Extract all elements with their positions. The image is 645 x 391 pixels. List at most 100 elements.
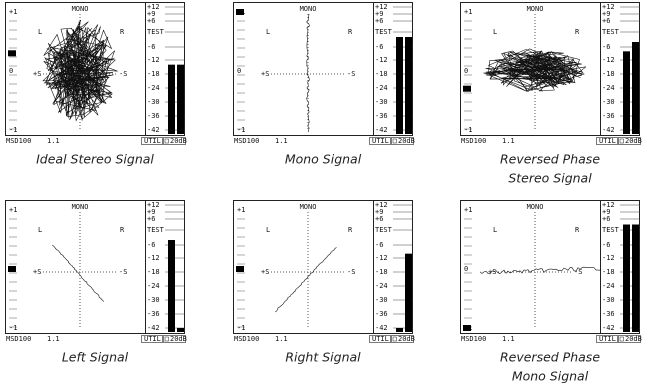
util: UTIL — [372, 335, 389, 343]
mono-label: MONO — [527, 203, 544, 211]
corr-tick-label: 0 — [237, 67, 241, 75]
meter-tick-label: -30 — [147, 98, 160, 106]
screen — [461, 201, 601, 334]
minus-s: -S — [119, 70, 127, 78]
correlation-marker — [236, 266, 244, 272]
version: 1.1 — [275, 137, 288, 145]
level-bar — [177, 65, 184, 134]
util: UTIL — [144, 137, 161, 145]
level-bar — [623, 225, 630, 333]
version: 1.1 — [47, 137, 60, 145]
minus-s: -S — [574, 268, 582, 276]
caption: Mono Signal — [512, 369, 589, 384]
panel: MONOLR+S-S+10-1+12+9+6TEST-6-12-18-24-30… — [234, 201, 415, 365]
caption: Reversed Phase — [500, 152, 600, 167]
meter-tick-label: -6 — [375, 241, 383, 249]
panel: MONOLR+S-S+10-1+12+9+6TEST-6-12-18-24-30… — [6, 201, 187, 365]
l-label: L — [266, 28, 270, 36]
version: 1.1 — [502, 137, 515, 145]
meter-tick-label: -18 — [375, 268, 388, 276]
meter-tick-label: -36 — [602, 112, 615, 120]
meter-tick-label: -6 — [375, 43, 383, 51]
panel: MONOLR+S-S+10-1+12+9+6TEST-6-12-18-24-30… — [461, 201, 642, 384]
util: UTIL — [144, 335, 161, 343]
l-label: L — [493, 226, 497, 234]
caption: Right Signal — [285, 350, 361, 365]
mono-label: MONO — [72, 203, 89, 211]
meter-tick-label: -30 — [375, 296, 388, 304]
plus-s: +S — [33, 70, 41, 78]
model: MSD100 — [234, 137, 259, 145]
meter-tick-label: -12 — [375, 254, 388, 262]
meter-tick-label: -42 — [147, 324, 160, 332]
screen — [234, 201, 374, 334]
plus-s: +S — [261, 70, 269, 78]
meter-tick-label: -12 — [602, 56, 615, 64]
meter-tick-label: -30 — [147, 296, 160, 304]
corr-tick-label: 0 — [464, 67, 468, 75]
panel: MONOLR+S-S+10-1+12+9+6TEST-6-12-18-24-30… — [234, 3, 415, 167]
meter-tick-label: TEST — [375, 28, 393, 36]
level-bar — [405, 37, 412, 134]
model: MSD100 — [461, 335, 486, 343]
version: 1.1 — [502, 335, 515, 343]
model: MSD100 — [6, 137, 31, 145]
level-bar — [632, 225, 639, 333]
l-label: L — [38, 28, 42, 36]
corr-tick-label: +1 — [464, 206, 472, 214]
range-check — [620, 337, 624, 341]
meter-tick-label: -12 — [147, 56, 160, 64]
plus-s: +S — [488, 70, 496, 78]
level-bar — [168, 240, 175, 332]
minus-s: -S — [574, 70, 582, 78]
correlation-marker — [463, 86, 471, 92]
meter-tick-label: -42 — [602, 126, 615, 134]
meter-tick-label: -42 — [602, 324, 615, 332]
model: MSD100 — [6, 335, 31, 343]
correlation-marker — [236, 9, 244, 15]
meter-tick-label: +6 — [375, 215, 383, 223]
level-bar — [168, 65, 175, 134]
range: 20dB — [170, 137, 187, 145]
meter-tick-label: -18 — [602, 268, 615, 276]
range: 20dB — [398, 335, 415, 343]
corr-tick-label: -1 — [9, 126, 17, 134]
meter-tick-label: TEST — [147, 28, 165, 36]
level-bar — [396, 37, 403, 134]
meter-tick-label: -12 — [147, 254, 160, 262]
meter-tick-label: -18 — [147, 70, 160, 78]
correlation-marker — [8, 50, 16, 56]
meter-tick-label: -24 — [602, 282, 615, 290]
meter-tick-label: +6 — [147, 215, 155, 223]
meter-tick-label: +6 — [375, 17, 383, 25]
plus-s: +S — [488, 268, 496, 276]
meter-tick-label: TEST — [147, 226, 165, 234]
meter-tick-label: -6 — [602, 241, 610, 249]
meter-tick-label: -18 — [602, 70, 615, 78]
minus-s: -S — [347, 268, 355, 276]
corr-tick-label: +1 — [9, 8, 17, 16]
mono-label: MONO — [300, 5, 317, 13]
meter-tick-label: TEST — [602, 226, 620, 234]
correlation-marker — [8, 266, 16, 272]
meter-tick-label: -24 — [147, 84, 160, 92]
model: MSD100 — [234, 335, 259, 343]
meter-tick-label: +6 — [147, 17, 155, 25]
meter-tick-label: -6 — [147, 43, 155, 51]
util: UTIL — [599, 137, 616, 145]
meter-tick-label: -36 — [147, 310, 160, 318]
meter-tick-label: -30 — [602, 98, 615, 106]
meter-tick-label: -36 — [147, 112, 160, 120]
range-check — [393, 139, 397, 143]
meter-tick-label: -12 — [602, 254, 615, 262]
mono-label: MONO — [527, 5, 544, 13]
version: 1.1 — [275, 335, 288, 343]
meter-tick-label: -30 — [375, 98, 388, 106]
figure: MONOLR+S-S+10-1+12+9+6TEST-6-12-18-24-30… — [0, 0, 645, 391]
plus-s: +S — [33, 268, 41, 276]
l-label: L — [493, 28, 497, 36]
corr-tick-label: -1 — [237, 324, 245, 332]
meter-tick-label: -36 — [375, 112, 388, 120]
correlation-marker — [463, 325, 471, 331]
